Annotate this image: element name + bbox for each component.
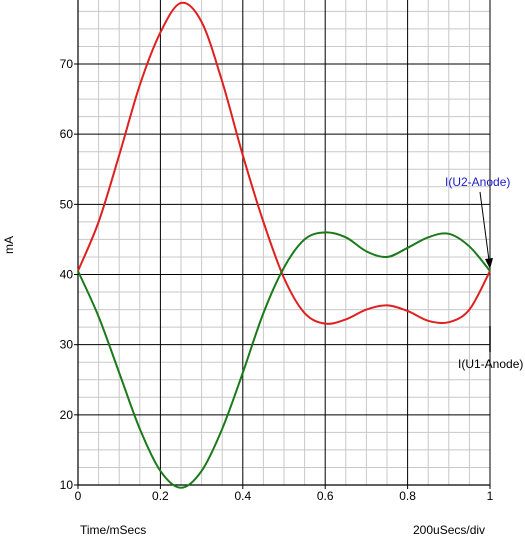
y-tick-label: 10 (60, 478, 74, 492)
scale-note: 200uSecs/div (413, 523, 485, 537)
y-tick-label: 60 (60, 127, 74, 141)
y-tick-label: 70 (60, 57, 74, 71)
series-label-u1-anode: I(U1-Anode) (458, 357, 523, 371)
x-tick-label: 0.6 (317, 489, 334, 503)
x-tick-label: 0.8 (399, 489, 416, 503)
y-tick-label: 20 (60, 408, 74, 422)
series-lines (77, 1, 491, 489)
grid (77, 0, 491, 486)
x-tick-label: 0.4 (234, 489, 251, 503)
x-tick-label: 1 (487, 489, 494, 503)
tick-labels: 0 0.2 0.4 0.6 0.8 1 10 20 30 40 50 60 70 (60, 57, 494, 503)
y-tick-label: 40 (60, 268, 74, 282)
series-label-u2-anode: I(U2-Anode) (445, 175, 510, 189)
annotations: I(U2-Anode) I(U1-Anode) (445, 175, 523, 371)
x-axis-label: Time/mSecs (80, 523, 146, 537)
y-tick-label: 30 (60, 338, 74, 352)
y-axis-label: mA (2, 236, 16, 254)
x-tick-label: 0 (75, 489, 82, 503)
series-label-u2-arrowhead (485, 258, 493, 269)
x-tick-label: 0.2 (152, 489, 169, 503)
y-tick-label: 50 (60, 197, 74, 211)
series-label-u2-pointer (479, 191, 491, 269)
series-line-i-u1-anode (77, 231, 491, 489)
